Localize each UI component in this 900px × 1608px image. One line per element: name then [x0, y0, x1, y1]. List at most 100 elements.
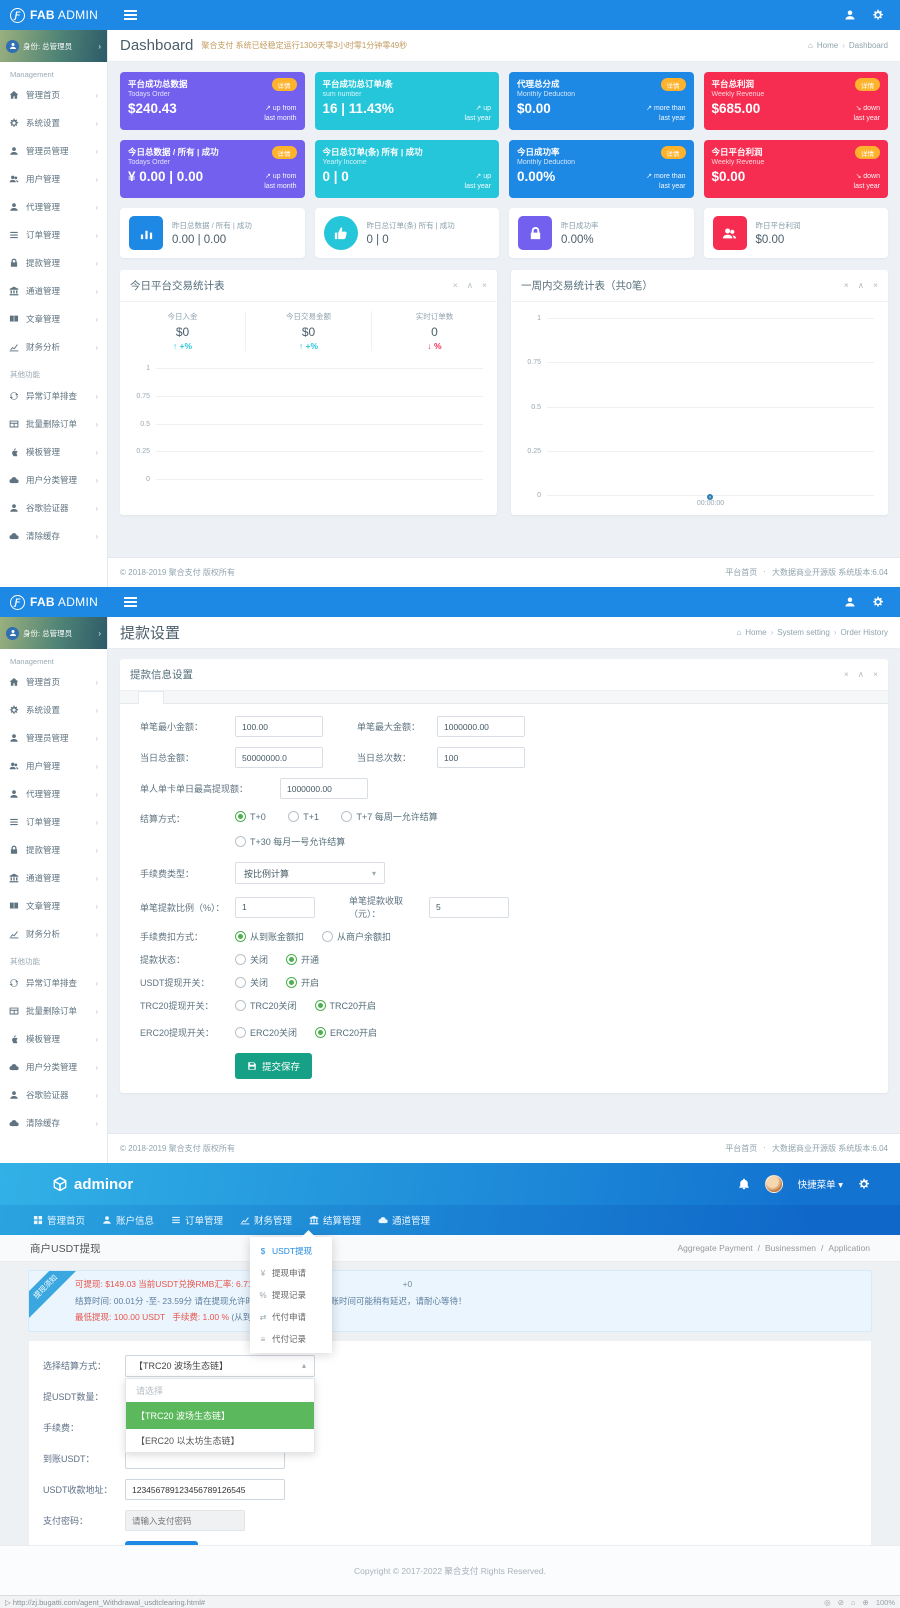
breadcrumb-root[interactable]: Aggregate Payment	[677, 1243, 753, 1253]
data-point[interactable]	[706, 494, 713, 500]
erc20-on-radio[interactable]: ERC20开启	[315, 1026, 377, 1039]
dropdown-menu-item[interactable]: % 提现记录	[250, 1284, 332, 1306]
detail-badge[interactable]: 详情	[660, 146, 686, 159]
sidebar-item[interactable]: 通道管理 ›	[0, 864, 107, 892]
sidebar-item[interactable]: 用户管理 ›	[0, 752, 107, 780]
sidebar-item[interactable]: 文章管理 ›	[0, 305, 107, 333]
sidebar-item[interactable]: 模板管理 ›	[0, 1025, 107, 1053]
sidebar-item[interactable]: 代理管理 ›	[0, 780, 107, 808]
hamburger-icon[interactable]	[124, 597, 137, 607]
min-amount-input[interactable]	[235, 716, 323, 737]
trc20-off-radio[interactable]: TRC20关闭	[235, 999, 297, 1012]
status-off-radio[interactable]: 关闭	[235, 953, 268, 966]
gear-icon[interactable]	[872, 9, 884, 21]
sidebar-item[interactable]: 清除缓存 ›	[0, 1109, 107, 1137]
sidebar-item[interactable]: 财务分析 ›	[0, 920, 107, 948]
hamburger-icon[interactable]	[124, 10, 137, 20]
deduct-from-balance-radio[interactable]: 从商户余额扣	[322, 930, 391, 943]
nav-item[interactable]: 订单管理	[171, 1213, 225, 1227]
nav-item[interactable]: 通道管理	[378, 1213, 432, 1227]
zoom-level[interactable]: 100%	[875, 1597, 895, 1607]
gear-icon[interactable]	[872, 596, 884, 608]
bell-icon[interactable]	[738, 1178, 750, 1190]
ratio-input[interactable]	[235, 896, 315, 918]
settle-t0-radio[interactable]: T+0	[235, 811, 266, 822]
sidebar-item[interactable]: 系统设置 ›	[0, 696, 107, 724]
breadcrumb-section[interactable]: System setting	[777, 628, 830, 637]
user-icon[interactable]	[844, 596, 856, 608]
collapse-icon[interactable]: ∧	[857, 669, 865, 679]
detail-badge[interactable]: 详情	[855, 78, 880, 91]
sidebar-item[interactable]: 模板管理 ›	[0, 438, 107, 466]
sidebar-item[interactable]: 订单管理 ›	[0, 808, 107, 836]
user-icon[interactable]	[844, 9, 856, 21]
settle-t30-radio[interactable]: T+30 每月一号允许结算	[235, 835, 345, 848]
sidebar-user-panel[interactable]: 身份: 总管理员 ›	[0, 30, 107, 62]
sidebar-item[interactable]: 异常订单排查 ›	[0, 382, 107, 410]
sidebar-item[interactable]: 异常订单排查 ›	[0, 969, 107, 997]
breadcrumb-home[interactable]: Home	[745, 628, 767, 637]
sidebar-item[interactable]: 通道管理 ›	[0, 277, 107, 305]
home-icon[interactable]: ⌂	[850, 1597, 856, 1607]
sidebar-item[interactable]: 订单管理 ›	[0, 221, 107, 249]
usdt-off-radio[interactable]: 关闭	[235, 976, 268, 989]
option-trc20[interactable]: 【TRC20 波场生态链】	[126, 1401, 314, 1429]
tab[interactable]	[212, 691, 236, 703]
usdt-on-radio[interactable]: 开启	[286, 976, 319, 989]
settle-t7-radio[interactable]: T+7 每周一允许结算	[341, 810, 438, 823]
sidebar-item[interactable]: 财务分析 ›	[0, 333, 107, 361]
expand-icon[interactable]: ×	[843, 669, 849, 679]
expand-icon[interactable]: ×	[843, 280, 849, 290]
avatar[interactable]	[764, 1175, 783, 1193]
dropdown-menu-item[interactable]: ⇄ 代付申请	[250, 1306, 332, 1328]
daily-count-input[interactable]	[437, 747, 525, 768]
sidebar-item[interactable]: 用户管理 ›	[0, 165, 107, 193]
sidebar-user-panel[interactable]: 身份: 总管理员 ›	[0, 617, 107, 649]
tab[interactable]	[164, 691, 188, 703]
detail-badge[interactable]: 详情	[271, 78, 297, 91]
sidebar-item[interactable]: 批量删除订单 ›	[0, 410, 107, 438]
tab[interactable]	[138, 691, 164, 704]
sidebar-item[interactable]: 谷歌验证器 ›	[0, 1081, 107, 1109]
settle-t1-radio[interactable]: T+1	[288, 811, 319, 822]
trc20-on-radio[interactable]: TRC20开启	[314, 999, 376, 1012]
sidebar-item[interactable]: 系统设置 ›	[0, 109, 107, 137]
breadcrumb-section[interactable]: Businessmen	[765, 1243, 817, 1253]
usdt-address-input[interactable]	[125, 1479, 285, 1501]
close-icon[interactable]: ×	[873, 280, 878, 290]
breadcrumb-home[interactable]: Home	[816, 41, 839, 50]
erc20-off-radio[interactable]: ERC20关闭	[235, 1026, 297, 1039]
nav-item[interactable]: 财务管理	[240, 1213, 294, 1227]
quick-menu[interactable]: 快捷菜单 ▾	[797, 1180, 843, 1191]
detail-badge[interactable]: 详情	[855, 146, 880, 159]
close-icon[interactable]: ×	[873, 669, 878, 679]
location-icon[interactable]: ◎	[824, 1597, 831, 1607]
nav-item[interactable]: 结算管理	[309, 1213, 363, 1227]
detail-badge[interactable]: 详情	[271, 146, 297, 159]
dropdown-menu-item[interactable]: ≡ 代付记录	[250, 1328, 332, 1350]
collapse-icon[interactable]: ∧	[466, 280, 474, 290]
fixed-fee-input[interactable]	[429, 896, 509, 918]
per-card-limit-input[interactable]	[280, 778, 368, 799]
deduct-from-arrival-radio[interactable]: 从到账金额扣	[235, 930, 304, 943]
fee-type-select[interactable]: 按比例计算 ▾	[235, 862, 385, 884]
sidebar-item[interactable]: 提款管理 ›	[0, 836, 107, 864]
pay-password-input[interactable]	[125, 1510, 245, 1532]
sidebar-item[interactable]: 管理首页 ›	[0, 668, 107, 696]
sidebar-item[interactable]: 管理首页 ›	[0, 81, 107, 109]
sidebar-item[interactable]: 管理员管理 ›	[0, 724, 107, 752]
gear-icon[interactable]	[858, 1178, 870, 1190]
sidebar-item[interactable]: 批量删除订单 ›	[0, 997, 107, 1025]
option-erc20[interactable]: 【ERC20 以太坊生态链】	[136, 1435, 240, 1446]
status-on-radio[interactable]: 开通	[286, 953, 319, 966]
collapse-icon[interactable]: ∧	[857, 280, 865, 290]
sidebar-item[interactable]: 用户分类管理 ›	[0, 466, 107, 494]
footer-home-link[interactable]: 平台首页	[725, 1144, 758, 1153]
sidebar-item[interactable]: 清除缓存 ›	[0, 522, 107, 550]
sidebar-item[interactable]: 提款管理 ›	[0, 249, 107, 277]
sidebar-item[interactable]: 代理管理 ›	[0, 193, 107, 221]
sidebar-item[interactable]: 谷歌验证器 ›	[0, 494, 107, 522]
option-placeholder[interactable]: 请选择	[136, 1385, 164, 1396]
detail-badge[interactable]: 详情	[660, 78, 686, 91]
expand-icon[interactable]: ×	[452, 280, 458, 290]
